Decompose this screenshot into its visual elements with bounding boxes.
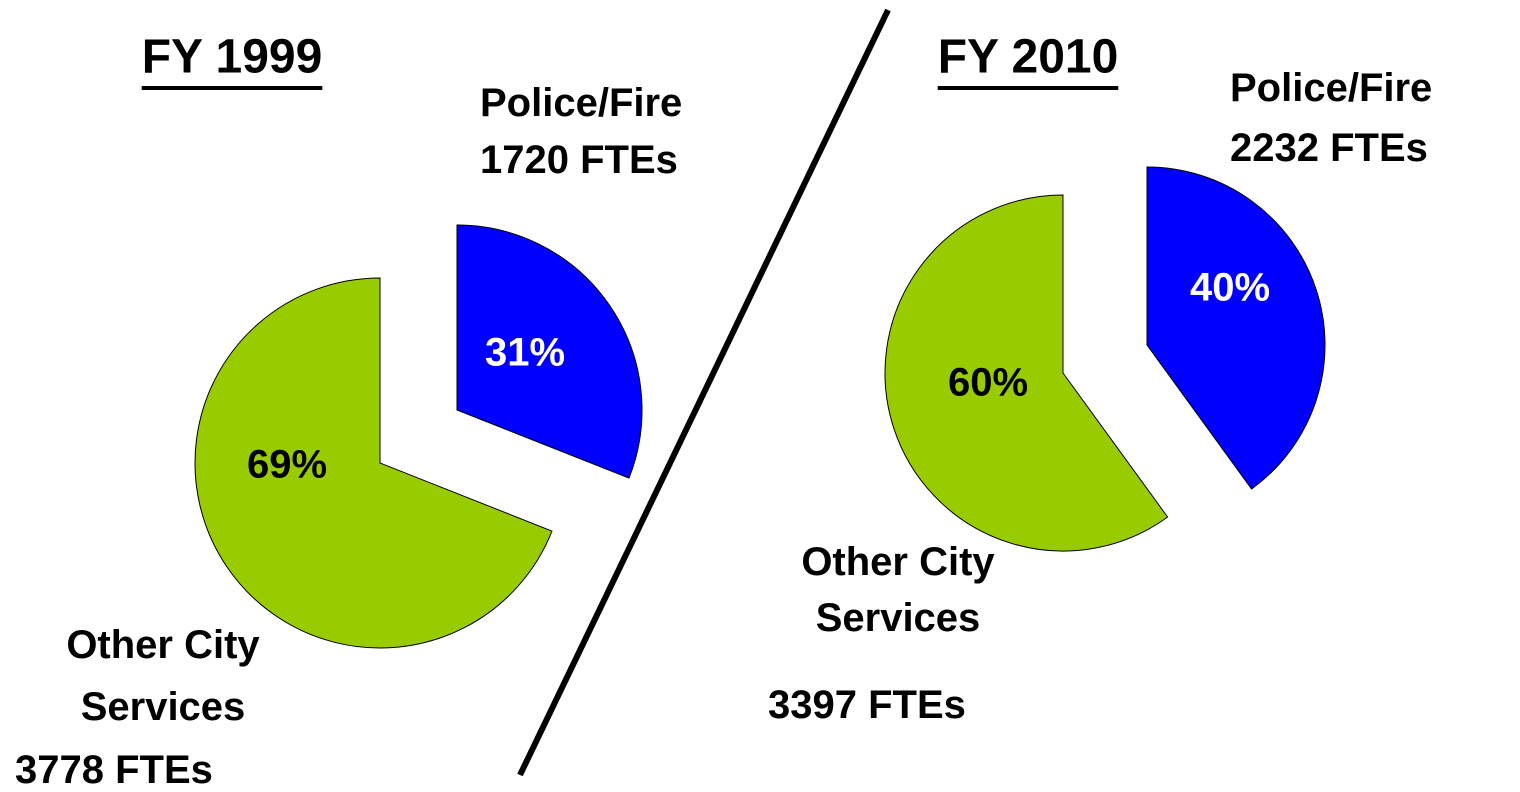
value-label: 69%	[247, 443, 327, 487]
pie-slice	[194, 277, 553, 649]
pie-slice	[1146, 166, 1326, 490]
category-label: Other City Services	[801, 540, 995, 640]
pie-slice	[884, 194, 1169, 552]
category-label: Other City Services	[66, 623, 260, 729]
category-label: Police/Fire	[480, 81, 683, 125]
category-label: Police/Fire	[1230, 66, 1433, 110]
divider	[517, 8, 891, 777]
chart-title: FY 2010	[938, 31, 1119, 84]
value-label: 31%	[485, 331, 565, 375]
annotation: 3397 FTEs	[768, 683, 966, 727]
chart-title: FY 1999	[142, 31, 323, 84]
annotation: 1720 FTEs	[480, 138, 678, 182]
pie-slice	[456, 224, 643, 479]
value-label: 40%	[1190, 266, 1270, 310]
annotation: 2232 FTEs	[1230, 126, 1428, 170]
value-label: 60%	[948, 361, 1028, 405]
annotation: 3778 FTEs	[15, 748, 213, 792]
